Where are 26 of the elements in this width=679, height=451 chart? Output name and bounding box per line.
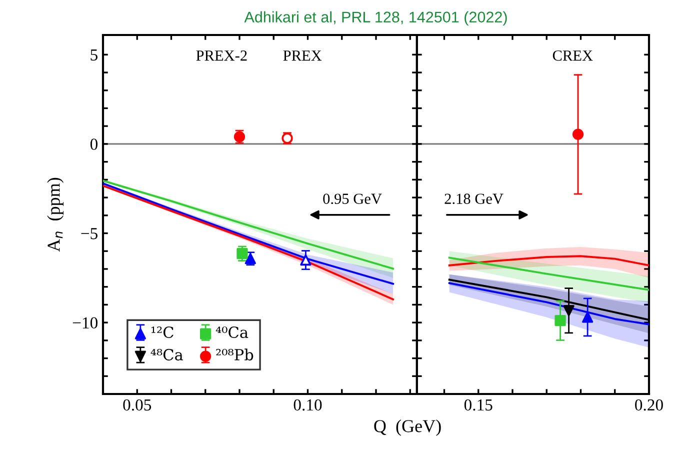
y-tick-label: 5 [90, 50, 98, 61]
annotation: CREX [552, 50, 593, 61]
point [300, 254, 312, 266]
annotation: PREX [283, 50, 322, 61]
x-tick-label: 0.15 [464, 399, 492, 411]
legend-label: ²⁰⁸Pb [216, 348, 254, 360]
x-tick-label: 0.10 [294, 399, 322, 411]
y-tick-label: −5 [81, 228, 98, 240]
point [582, 312, 594, 323]
legend-label: ⁴⁰Ca [216, 326, 248, 338]
chart-title: Adhikari et al, PRL 128, 142501 (2022) [244, 11, 507, 26]
y-tick-label: −10 [72, 317, 98, 329]
legend-label: ¹²C [151, 326, 174, 338]
legend-label: ⁴⁸Ca [150, 348, 183, 360]
annotation: 0.95 GeV [323, 194, 382, 204]
y-axis-title: A$_{n}$ (ppm) [47, 178, 64, 252]
point [236, 248, 248, 260]
y-tick-label: 0 [90, 138, 98, 150]
point [563, 305, 574, 316]
annotation: 2.18 GeV [444, 194, 504, 204]
x-tick-label: 0.05 [123, 399, 152, 411]
point [572, 128, 584, 140]
x-tick-label: 0.20 [635, 399, 663, 411]
point [554, 315, 566, 326]
x-axis-title: Q (GeV) [374, 420, 441, 436]
annotation: PREX-2 [196, 50, 247, 61]
